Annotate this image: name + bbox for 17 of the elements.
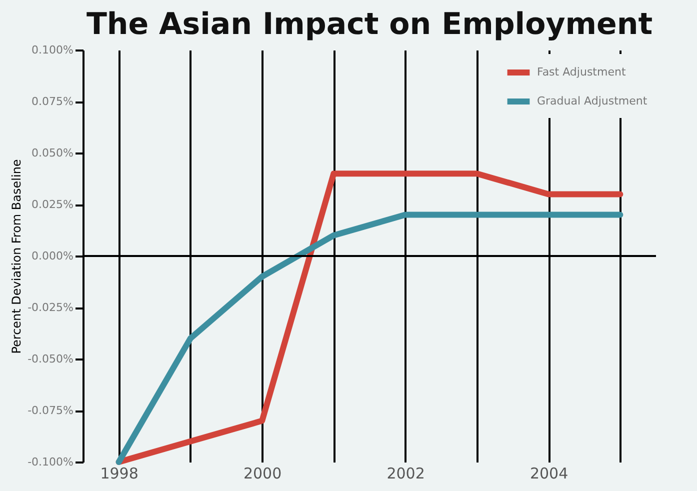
x-tick-label: 2000 xyxy=(243,464,282,482)
y-tick-label: 0.050% xyxy=(32,146,74,160)
y-tick-label: 0.100% xyxy=(32,44,74,56)
chart-title: The Asian Impact on Employment xyxy=(86,7,653,42)
y-tick-label: -0.050% xyxy=(28,352,74,366)
x-tick-label: 2002 xyxy=(386,464,425,482)
y-tick-label: 0.025% xyxy=(32,198,74,211)
legend-label: Gradual Adjustment xyxy=(537,94,648,108)
y-tick-label: 0.000% xyxy=(32,250,74,262)
x-tick-label: 1998 xyxy=(100,464,138,482)
y-tick-label: -0.075% xyxy=(28,404,74,417)
y-tick-label: 0.075% xyxy=(32,95,74,108)
y-tick-label: -0.025% xyxy=(28,301,74,314)
y-tick-label: -0.100% xyxy=(28,456,74,468)
y-axis-title: Percent Deviation From Baseline xyxy=(10,159,24,354)
x-tick-label: 2004 xyxy=(530,464,568,482)
legend-label: Fast Adjustment xyxy=(537,66,626,78)
